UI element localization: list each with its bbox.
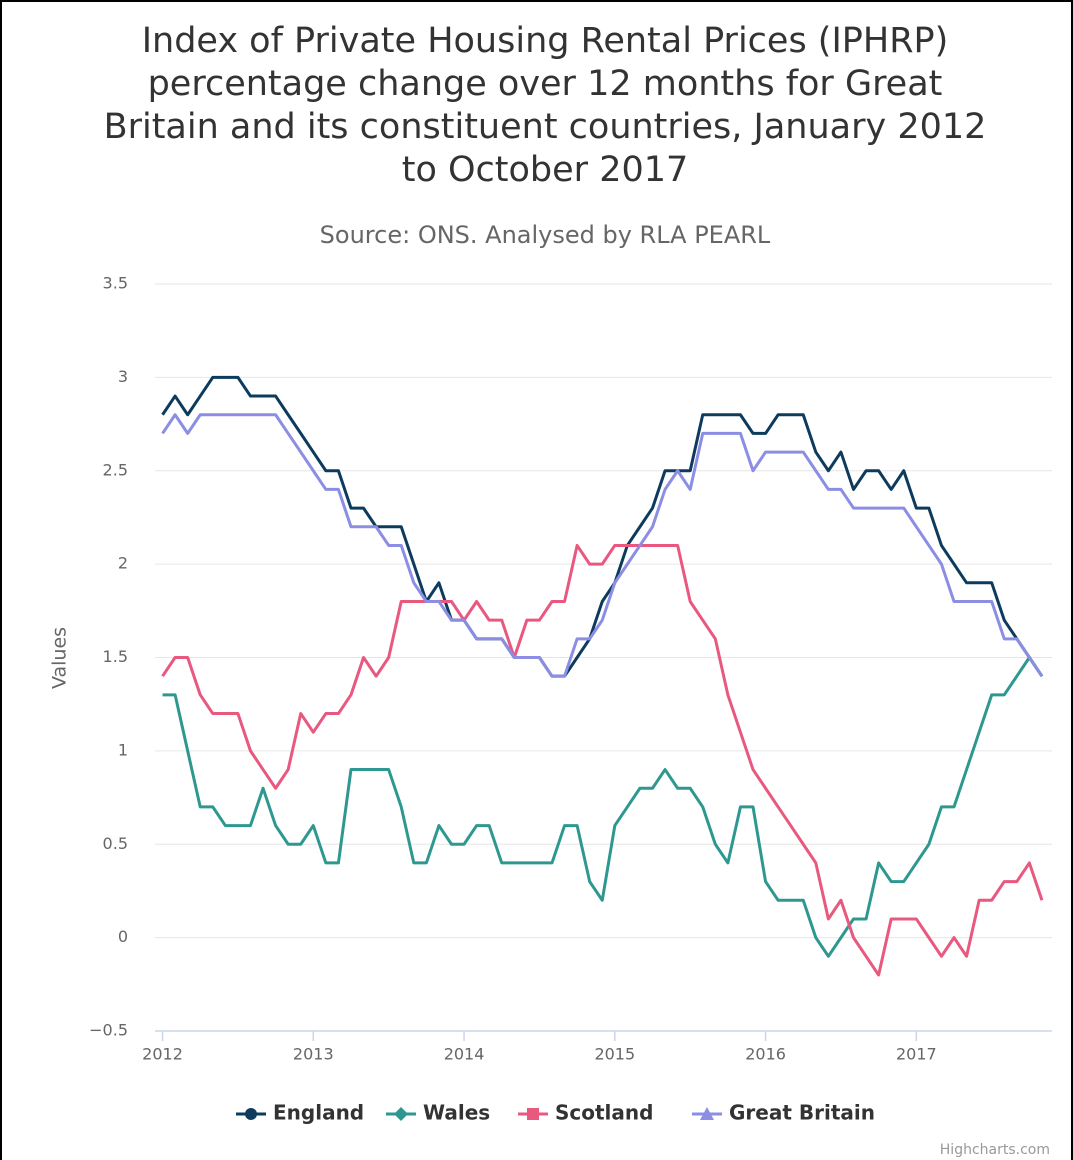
legend-label: Wales xyxy=(423,1101,490,1125)
x-tick-label: 2012 xyxy=(142,1045,183,1064)
credits: Highcharts.com xyxy=(940,1142,1050,1158)
y-tick-label: 1.5 xyxy=(103,647,128,666)
y-tick-label: 0 xyxy=(118,927,128,946)
y-axis-title: Values xyxy=(49,627,71,689)
x-tick-label: 2013 xyxy=(293,1045,334,1064)
legend-label: Scotland xyxy=(555,1101,653,1125)
y-tick-label: −0.5 xyxy=(89,1021,128,1040)
legend-marker xyxy=(527,1108,539,1120)
series-line xyxy=(162,656,1044,958)
y-tick-label: 3 xyxy=(118,367,128,386)
series-line xyxy=(161,375,1044,678)
legend-label: Great Britain xyxy=(729,1101,875,1125)
legend-item: England xyxy=(236,1101,364,1125)
y-tick-label: 2 xyxy=(118,554,128,573)
series-line xyxy=(161,413,1044,678)
legend-item: Wales xyxy=(386,1101,490,1125)
legend-marker xyxy=(245,1108,257,1120)
legend-label: England xyxy=(273,1101,364,1125)
x-tick-label: 2015 xyxy=(594,1045,635,1064)
legend-marker xyxy=(394,1107,408,1121)
legend-item: Great Britain xyxy=(692,1101,875,1125)
x-tick-label: 2014 xyxy=(444,1045,485,1064)
chart-subtitle: Source: ONS. Analysed by RLA PEARL xyxy=(320,221,771,249)
y-tick-label: 3.5 xyxy=(103,274,128,293)
x-tick-label: 2016 xyxy=(745,1045,786,1064)
y-tick-label: 2.5 xyxy=(103,460,128,479)
x-tick-label: 2017 xyxy=(896,1045,937,1064)
legend-item: Scotland xyxy=(518,1101,653,1125)
series-line xyxy=(161,543,1044,977)
chart-title: Index of Private Housing Rental Prices (… xyxy=(103,21,987,190)
legend-marker xyxy=(700,1107,714,1120)
y-tick-label: 0.5 xyxy=(103,834,128,853)
y-tick-label: 1 xyxy=(118,740,128,759)
